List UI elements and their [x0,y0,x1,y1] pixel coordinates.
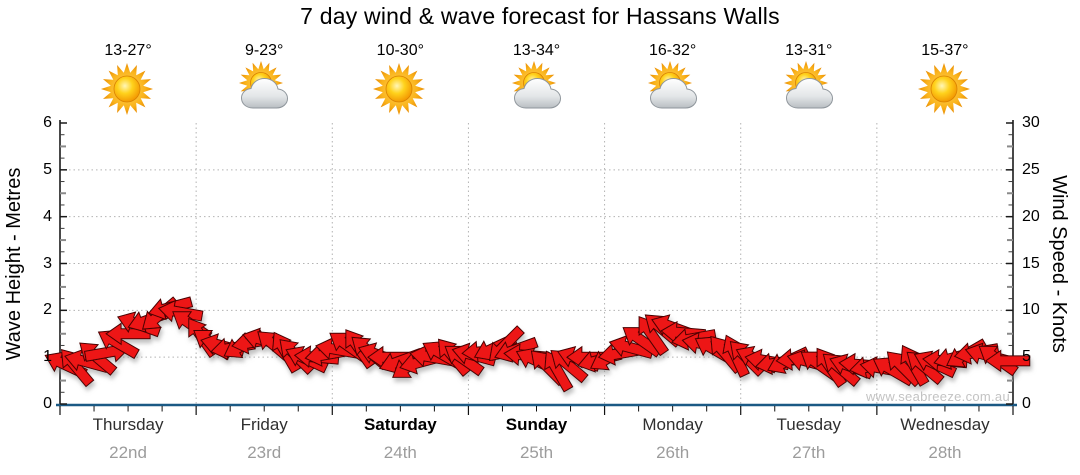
day-header: 15-37° [877,42,1013,117]
partly-cloudy-icon [511,61,561,109]
day-header: 13-27° [60,42,196,117]
sunny-icon [917,63,970,115]
partly-cloudy-icon [239,61,289,109]
temperature-range: 10-30° [376,42,424,59]
sunny-icon [373,63,426,115]
left-axis-tick-label: 5 [43,160,52,178]
right-axis-tick-label: 30 [1022,114,1040,131]
day-date: 22nd [109,443,147,462]
day-date: 27th [792,443,826,462]
left-axis-tick-label: 0 [43,395,52,412]
partly-cloudy-icon [647,61,697,109]
day-name: Thursday [92,415,164,434]
temperature-range: 15-37° [921,42,969,59]
day-name: Saturday [363,415,437,434]
wind-arrow-series [44,296,1031,393]
cloud-shape [785,77,833,109]
cloud-shape [649,77,697,109]
temperature-range: 13-27° [104,42,152,59]
day-name: Monday [642,415,703,434]
right-axis-tick-label: 15 [1022,254,1040,272]
day-name: Wednesday [900,415,990,434]
right-axis-tick-label: 10 [1022,301,1040,319]
day-date: 28th [928,443,962,462]
wind-arrow [906,351,945,386]
watermark: www.seabreeze.com.au [865,389,1010,404]
day-label: Thursday 22nd [48,415,208,463]
wind-arrow [984,349,1031,373]
left-axis-tick-label: 1 [43,348,52,366]
day-date: 26th [656,443,690,462]
day-label: Friday 23rd [184,415,344,463]
temperature-range: 13-34° [512,42,561,59]
day-header: 13-31° [741,42,877,117]
day-label: Monday 26th [593,415,753,463]
chart-title: 7 day wind & wave forecast for Hassans W… [300,3,780,29]
temperature-range: 9-23° [244,42,284,59]
day-header: 9-23° [196,42,332,117]
partly-cloudy-icon [783,61,833,109]
sun-core [385,75,413,103]
temperature-range: 13-31° [785,42,833,59]
day-header: 16-32° [605,42,741,117]
right-axis-tick-label: 0 [1022,395,1031,412]
cloud-shape [241,77,289,109]
day-name: Sunday [505,415,568,434]
left-axis-tick-label: 3 [43,254,52,272]
sunny-icon [101,63,154,115]
day-header: 10-30° [332,42,468,117]
day-date: 24th [383,443,417,462]
day-header: 13-34° [469,42,605,117]
right-axis-tick-label: 25 [1022,160,1040,178]
left-axis-tick-label: 6 [43,114,52,131]
wind-arrow [97,329,140,360]
day-date: 25th [519,443,554,462]
sun-core [930,75,958,103]
day-label: Saturday 24th [320,415,480,463]
right-axis-tick-label: 5 [1022,348,1031,366]
wind-arrow [157,299,204,323]
day-label: Tuesday 27th [729,415,889,463]
day-label: Wednesday 28th [865,415,1025,463]
right-axis-tick-label: 20 [1022,207,1040,225]
temperature-range: 16-32° [648,42,697,59]
left-axis-tick-label: 4 [43,207,52,225]
cloud-shape [513,77,561,109]
day-label: Sunday 25th [457,415,617,463]
day-name: Tuesday [776,415,842,434]
sun-core [113,75,141,103]
day-name: Friday [240,415,288,434]
day-date: 23rd [247,443,282,462]
left-axis-tick-label: 2 [43,301,52,319]
